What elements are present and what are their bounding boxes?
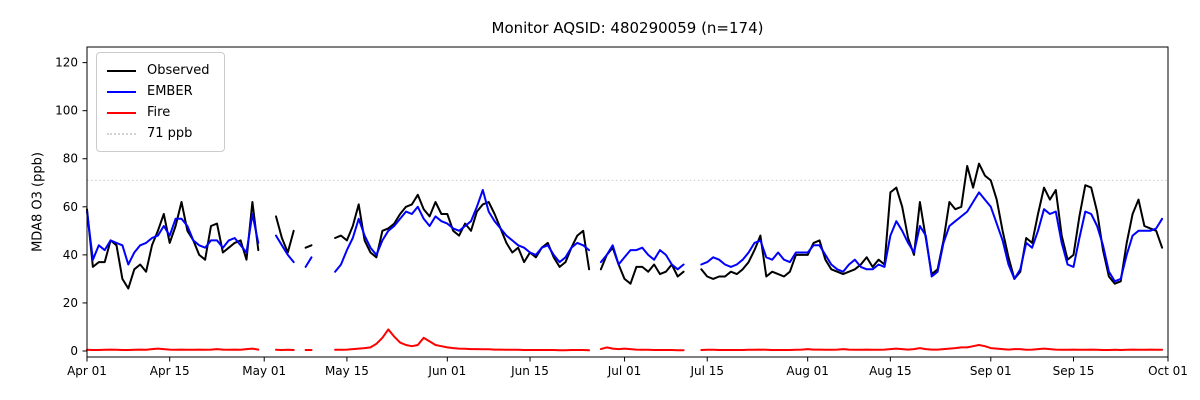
x-tick-label: Oct 01 [1148, 364, 1188, 378]
chart-title: Monitor AQSID: 480290059 (n=174) [491, 19, 764, 37]
legend-box: Observed EMBER Fire 71 ppb [96, 52, 225, 152]
legend-entry-ember: EMBER [107, 81, 210, 102]
y-tick-label: 120 [55, 56, 78, 70]
series-line-observed [86, 201, 260, 290]
x-tick-label: Jul 01 [607, 364, 642, 378]
x-tick-label: Sep 01 [970, 364, 1012, 378]
y-tick-label: 80 [63, 152, 78, 166]
legend-swatch [107, 69, 136, 72]
x-tick-label: Jul 15 [689, 364, 724, 378]
y-tick-label: 60 [63, 200, 78, 214]
legend-swatch [107, 132, 136, 135]
plot-border [86, 46, 1169, 358]
series-line-observed [275, 215, 295, 254]
legend-swatch [107, 90, 136, 93]
x-tick-label: Apr 15 [150, 364, 190, 378]
legend-label: Observed [147, 63, 210, 78]
series-line-fire [86, 347, 260, 351]
legend-label: 71 ppb [147, 126, 193, 141]
legend-swatch [107, 111, 136, 114]
series-line-observed [334, 193, 591, 271]
series-line-ember [700, 191, 1164, 283]
x-tick-label: Jun 15 [510, 364, 549, 378]
series-line-fire [599, 346, 685, 352]
series-line-observed [700, 162, 1164, 285]
x-tick-label: Aug 15 [869, 364, 912, 378]
x-tick-label: May 01 [242, 364, 286, 378]
y-tick-label: 0 [70, 344, 78, 358]
series-line-fire [700, 344, 1164, 351]
y-tick-label: 20 [63, 296, 78, 310]
legend-entry-fire: Fire [107, 102, 210, 123]
series-line-ember [86, 210, 260, 266]
series-line-ember [304, 256, 313, 268]
legend-label: Fire [147, 105, 171, 120]
series-line-fire [334, 328, 591, 352]
series-line-ember [599, 244, 685, 271]
x-tick-label: Jun 01 [427, 364, 466, 378]
x-tick-label: Sep 15 [1053, 364, 1095, 378]
legend-entry-71-ppb: 71 ppb [107, 123, 210, 144]
series-line-ember [275, 234, 295, 264]
series-line-ember [334, 189, 591, 273]
x-tick-label: Apr 01 [67, 364, 107, 378]
series-line-observed [599, 246, 685, 285]
x-tick-label: May 15 [325, 364, 369, 378]
y-tick-label: 40 [63, 248, 78, 262]
y-axis-label: MDA8 O3 (ppb) [30, 152, 46, 252]
legend-label: EMBER [147, 84, 193, 99]
x-tick-label: Aug 01 [786, 364, 829, 378]
series-line-observed [304, 244, 313, 249]
legend-entry-observed: Observed [107, 60, 210, 81]
y-tick-label: 100 [55, 104, 78, 118]
